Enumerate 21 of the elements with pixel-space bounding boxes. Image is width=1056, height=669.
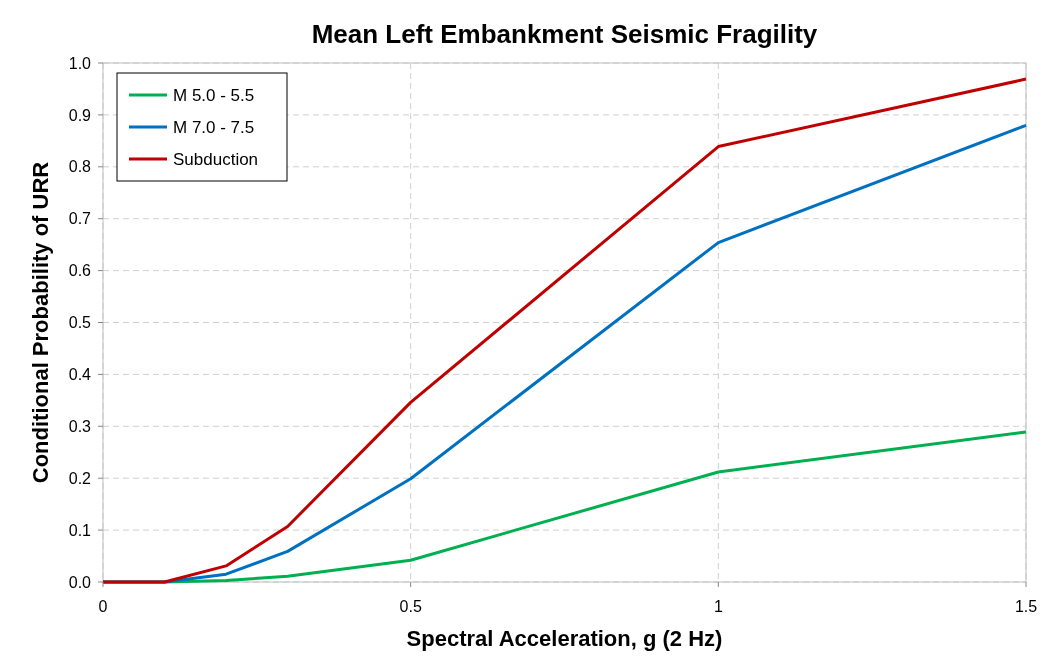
y-axis-title: Conditional Probability of URR	[28, 161, 53, 484]
y-tick-label: 0.8	[68, 158, 92, 176]
x-tick-label: 1	[713, 598, 723, 615]
y-tick-label: 0.3	[68, 417, 92, 435]
legend-label: Subduction	[173, 149, 259, 169]
y-tick-label: 0.6	[68, 262, 92, 280]
y-tick-label: 0.7	[68, 210, 92, 228]
y-tick-label: 0.4	[68, 366, 92, 383]
y-tick-label: 0.5	[68, 314, 92, 332]
y-tick-label: 1.0	[68, 54, 92, 72]
x-tick-label: 1.5	[1014, 598, 1038, 615]
x-axis-title: Spectral Acceleration, g (2 Hz)	[406, 626, 723, 651]
legend-label: M 5.0 - 5.5	[173, 85, 255, 105]
y-tick-label: 0.1	[68, 521, 92, 539]
legend-label: M 7.0 - 7.5	[173, 117, 255, 137]
y-tick-label: 0.0	[68, 573, 92, 591]
x-tick-label: 0.5	[399, 598, 422, 615]
x-tick-label: 0	[98, 598, 108, 615]
y-tick-label: 0.9	[68, 106, 92, 124]
chart-title: Mean Left Embankment Seismic Fragility	[311, 19, 818, 49]
y-tick-label: 0.2	[68, 469, 92, 487]
